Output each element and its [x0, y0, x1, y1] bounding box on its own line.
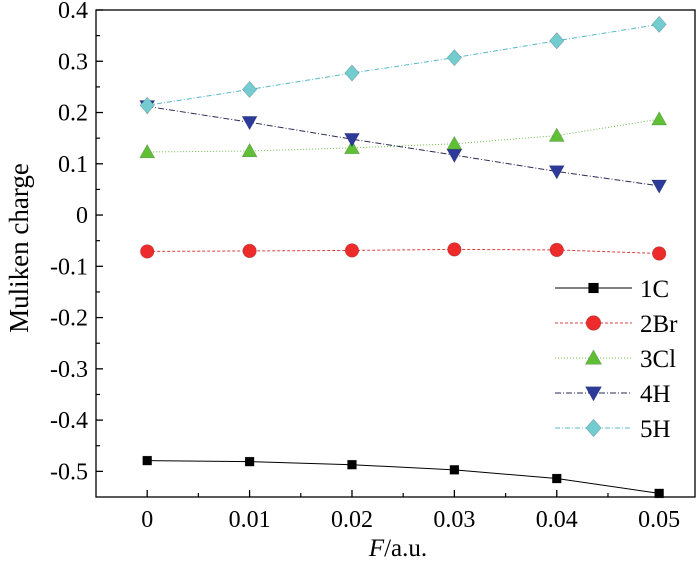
data-point	[651, 179, 668, 194]
legend-item: 1C	[555, 276, 669, 303]
legend-label: 2Br	[640, 311, 678, 338]
data-point	[449, 465, 460, 475]
data-point	[241, 142, 258, 158]
series-line	[147, 23, 660, 106]
y-tick-label: -0.1	[50, 254, 88, 280]
data-point	[347, 459, 357, 470]
data-point	[344, 243, 360, 258]
legend-marker	[585, 418, 602, 438]
y-tick-label: 0.2	[58, 101, 88, 127]
legend-marker	[584, 349, 603, 365]
y-tick-label: -0.3	[50, 357, 88, 383]
legend-item: 2Br	[555, 311, 678, 338]
x-tick-label: 0.04	[536, 507, 578, 533]
x-tick-label: 0.03	[433, 507, 475, 533]
series-line	[147, 118, 660, 153]
data-point	[241, 116, 258, 131]
data-point	[446, 49, 462, 67]
data-point	[242, 243, 257, 259]
y-tick-label: 0.3	[58, 49, 88, 75]
legend-label: 1C	[640, 276, 669, 303]
legend-marker	[585, 315, 602, 331]
y-tick-label: 0.1	[58, 152, 88, 178]
y-axis-label: Muliken charge	[4, 163, 34, 333]
data-point	[551, 473, 562, 484]
data-point	[651, 111, 668, 126]
data-point	[344, 64, 360, 82]
x-axis-label: F/a.u.	[368, 535, 427, 562]
series-1C	[142, 455, 664, 499]
data-point	[244, 456, 255, 467]
data-point	[549, 32, 565, 50]
y-tick-label: -0.4	[50, 408, 88, 434]
legend-label: 3Cl	[640, 346, 676, 373]
data-point	[139, 96, 155, 114]
x-tick-label: 0.05	[638, 507, 680, 533]
data-point	[139, 143, 156, 159]
data-point	[548, 165, 565, 180]
data-point	[652, 246, 667, 261]
x-tick-label: 0	[141, 507, 153, 533]
series-3Cl	[139, 111, 668, 159]
plot-frame	[95, 9, 696, 498]
legend-label: 4H	[640, 381, 671, 408]
x-tick-label: 0.01	[229, 507, 271, 533]
series-line	[147, 248, 660, 254]
data-point	[447, 242, 462, 257]
data-point	[654, 488, 664, 499]
legend-item: 3Cl	[555, 346, 676, 373]
series-line	[147, 460, 660, 494]
data-point	[142, 455, 152, 466]
axes-frame: 0 0.01 0.02 0.03 0.04 0.05 0.4 0.3 0.2 0.1 0 -0.1 -0…	[50, 0, 696, 533]
data-point	[548, 127, 565, 142]
y-tick-label: -0.2	[50, 306, 88, 332]
y-tick-label: 0	[76, 203, 88, 229]
data-point	[242, 80, 258, 99]
legend-marker	[584, 386, 603, 402]
legend-marker	[588, 282, 599, 294]
x-axis-label-unit: /a.u.	[384, 535, 427, 562]
data-point	[140, 244, 155, 259]
y-tick-label: -0.5	[50, 459, 88, 485]
legend-item: 4H	[555, 381, 671, 408]
series-line	[147, 105, 660, 187]
x-axis-label-variable: F	[368, 535, 385, 562]
legend: 1C 2Br 3Cl 4H 5H	[555, 276, 678, 443]
series-5H	[139, 15, 667, 114]
data-point	[343, 133, 360, 148]
series-group	[139, 15, 668, 499]
y-tick-label: 0.4	[58, 0, 88, 24]
legend-label: 5H	[640, 416, 671, 443]
data-point	[343, 139, 360, 155]
series-4H	[139, 100, 668, 194]
legend-item: 5H	[555, 416, 671, 443]
data-point	[446, 148, 463, 164]
data-point	[651, 15, 667, 33]
series-2Br	[140, 242, 667, 261]
x-tick-label: 0.02	[331, 507, 373, 533]
data-point	[549, 242, 564, 258]
